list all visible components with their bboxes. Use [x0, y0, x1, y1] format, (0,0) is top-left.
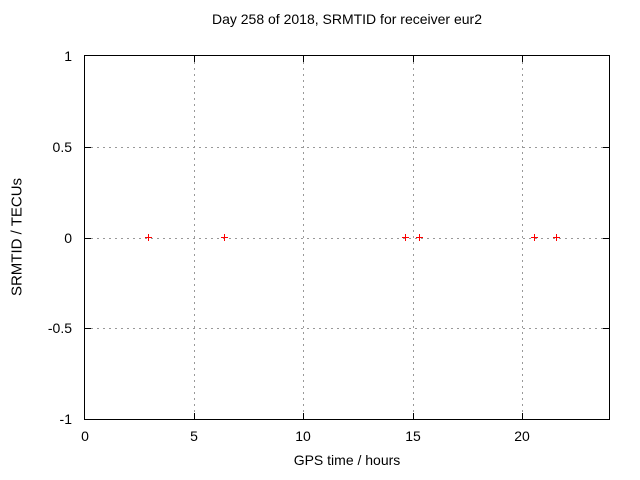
- chart-title: Day 258 of 2018, SRMTID for receiver eur…: [211, 11, 482, 27]
- y-tick-mark: [85, 147, 91, 148]
- gridline-vertical: [522, 56, 523, 419]
- data-point-marker: [553, 234, 560, 241]
- x-tick-mark: [194, 413, 195, 419]
- gridlines-layer: [85, 56, 609, 419]
- y-tick-mark: [603, 238, 609, 239]
- y-tick-mark: [603, 328, 609, 329]
- x-tick-mark: [413, 56, 414, 62]
- gridline-vertical: [303, 56, 304, 419]
- x-tick-label: 15: [405, 428, 421, 444]
- x-tick-mark: [303, 56, 304, 62]
- gridline-vertical: [194, 56, 195, 419]
- data-point-marker: [531, 234, 538, 241]
- x-tick-mark: [522, 56, 523, 62]
- x-tick-mark: [303, 413, 304, 419]
- gridline-horizontal: [85, 328, 609, 329]
- y-tick-label: 1: [64, 48, 72, 64]
- data-point-marker: [145, 234, 152, 241]
- y-tick-label: -0.5: [47, 320, 72, 336]
- data-points-layer: [85, 56, 609, 419]
- x-tick-label: 20: [514, 428, 530, 444]
- data-point-marker: [416, 234, 423, 241]
- x-tick-label: 10: [295, 428, 311, 444]
- y-tick-label: 0: [64, 230, 72, 246]
- y-tick-mark: [85, 328, 91, 329]
- y-tick-mark: [603, 147, 609, 148]
- x-tick-mark: [413, 413, 414, 419]
- ticks-layer: [85, 56, 609, 419]
- gridline-horizontal: [85, 147, 609, 148]
- y-tick-label: 0.5: [52, 139, 72, 155]
- gridline-vertical: [413, 56, 414, 419]
- y-tick-label: -1: [59, 411, 72, 427]
- x-tick-mark: [522, 413, 523, 419]
- x-tick-label: 5: [190, 428, 198, 444]
- plot-area: [84, 55, 610, 420]
- data-point-marker: [402, 234, 409, 241]
- x-axis-title: GPS time / hours: [293, 452, 401, 468]
- gridline-horizontal: [85, 238, 609, 239]
- x-tick-mark: [194, 56, 195, 62]
- y-tick-mark: [85, 238, 91, 239]
- data-point-marker: [221, 234, 228, 241]
- x-tick-label: 0: [81, 428, 89, 444]
